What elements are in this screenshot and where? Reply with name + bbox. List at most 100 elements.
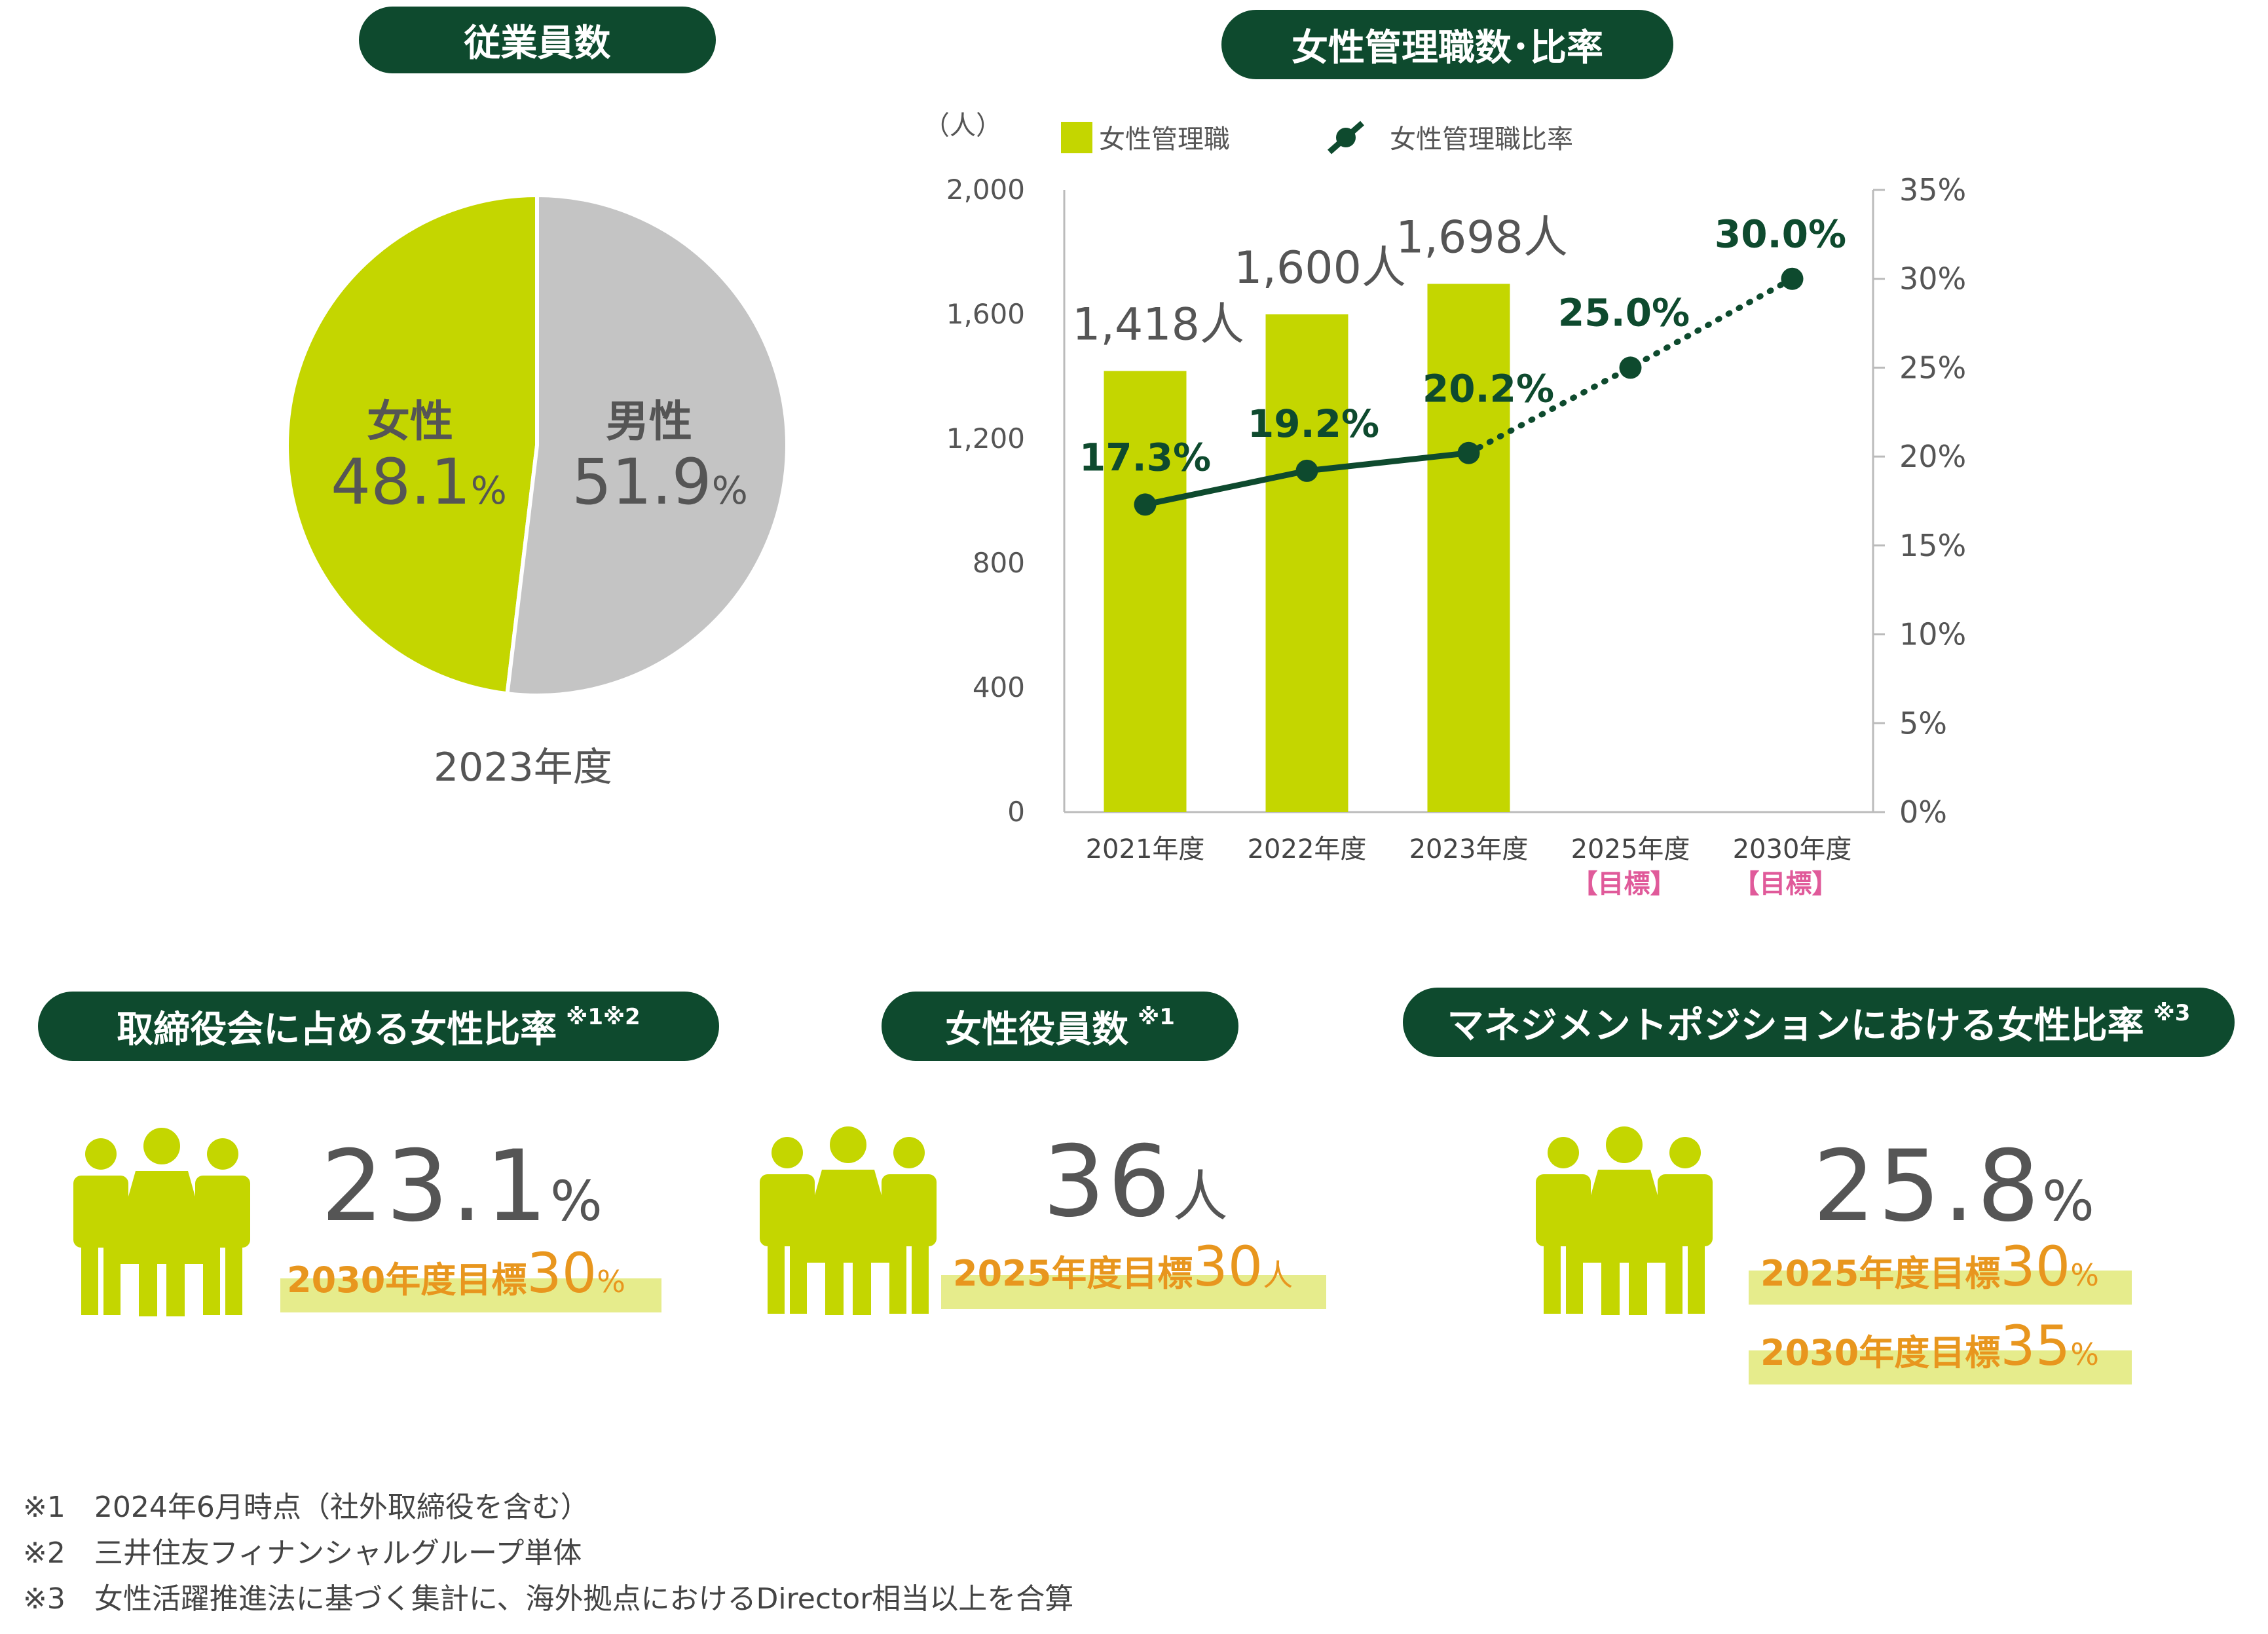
board-unit: %	[549, 1169, 605, 1233]
y2-tick-label: 20%	[1899, 439, 1966, 474]
management-goal1-unit: %	[2070, 1257, 2099, 1293]
bar-data-label: 1,418人	[1072, 299, 1244, 350]
ratio-data-label: 25.0%	[1558, 290, 1690, 335]
officers-title-text: 女性役員数	[945, 1008, 1129, 1051]
officers-goal-highlight	[941, 1275, 1326, 1309]
management-note-mark: ※3	[2153, 1000, 2191, 1026]
management-goal2-label: 2030年度目標	[1760, 1332, 2001, 1373]
officers-number: 36	[1043, 1125, 1173, 1239]
x-tick-label: 2021年度	[1086, 834, 1205, 864]
managers-combo-chart: （人） 女性管理職 女性管理職比率 0 400 800 1,200 1,600 2,000…	[923, 111, 1967, 899]
people-icon-management	[1536, 1126, 1713, 1315]
y-tick-label: 0	[1007, 796, 1025, 828]
pie-male-unit: %	[711, 468, 748, 513]
management-goal1: 2025年度目標30%	[1760, 1235, 2099, 1299]
x-tick-target-label: 【目標】	[1734, 869, 1838, 899]
pie-female-unit: %	[470, 468, 507, 513]
management-unit: %	[2041, 1169, 2097, 1233]
board-note-mark: ※1※2	[566, 1004, 641, 1030]
pie-male-value: 51.9%	[572, 445, 748, 519]
bar-female-managers	[1265, 314, 1348, 812]
y-tick-label: 1,600	[946, 298, 1025, 330]
footnote-2: ※2 三井住友フィナンシャルグループ単体	[23, 1536, 582, 1570]
board-value: 23.1%	[321, 1130, 605, 1244]
pie-female-value: 48.1%	[331, 445, 507, 519]
y-tick-label: 400	[973, 671, 1025, 703]
employees-year-label: 2023年度	[434, 745, 612, 790]
management-number: 25.8	[1813, 1130, 2042, 1244]
people-icon-officers	[760, 1126, 937, 1315]
management-value: 25.8%	[1813, 1130, 2097, 1244]
employees-title-text: 従業員数	[464, 22, 611, 65]
officers-goal: 2025年度目標30人	[953, 1235, 1293, 1299]
combo-marks: 0 400 800 1,200 1,600 2,000 0% 5% 10% 15% 20% 25% 30…	[946, 172, 1967, 899]
pie-slice-male	[505, 193, 789, 697]
officers-value: 36人	[1043, 1125, 1231, 1239]
pie-male-label: 男性	[606, 396, 692, 447]
ratio-point	[1134, 493, 1157, 516]
board-number: 23.1	[321, 1130, 550, 1244]
bar-data-label: 1,698人	[1396, 212, 1568, 263]
bar-female-managers	[1104, 371, 1187, 812]
y-tick-label: 800	[973, 547, 1025, 579]
legend-line-marker	[1336, 128, 1356, 147]
officers-goal-number: 30	[1193, 1235, 1263, 1299]
management-title: マネジメントポジションにおける女性比率 ※3	[1403, 988, 2235, 1057]
x-tick-label: 2030年度	[1733, 834, 1852, 864]
ratio-data-label: 20.2%	[1422, 367, 1554, 411]
board-title-text: 取締役会に占める女性比率	[117, 1008, 557, 1051]
y2-tick-label: 25%	[1899, 350, 1966, 385]
management-goal2-number: 35	[2000, 1314, 2071, 1378]
legend-bar-swatch	[1061, 122, 1092, 153]
management-goal2-highlight	[1749, 1350, 2132, 1384]
people-icon-board	[73, 1128, 250, 1316]
officers-goal-unit: 人	[1263, 1257, 1293, 1293]
pie-slice-female	[285, 193, 539, 696]
ratio-point	[1295, 459, 1318, 482]
x-tick-target-label: 【目標】	[1572, 869, 1677, 899]
pie-male-number: 51.9	[572, 445, 712, 519]
y2-tick-label: 15%	[1899, 528, 1966, 563]
ratio-data-label: 17.3%	[1079, 435, 1211, 479]
management-goal2: 2030年度目標35%	[1760, 1314, 2099, 1378]
board-goal-number: 30	[527, 1241, 597, 1305]
y-tick-label: 2,000	[946, 174, 1025, 206]
ratio-point	[1781, 267, 1804, 290]
x-tick-label: 2023年度	[1409, 834, 1529, 864]
ratio-data-label: 19.2%	[1248, 401, 1379, 446]
x-tick-label: 2025年度	[1571, 834, 1690, 864]
management-goal2-unit: %	[2070, 1337, 2099, 1372]
management-goal1-number: 30	[2000, 1235, 2071, 1299]
employees-pie-chart	[285, 193, 789, 697]
ratio-point	[1457, 441, 1480, 464]
management-goal1-label: 2025年度目標	[1760, 1253, 2001, 1294]
y2-tick-label: 30%	[1899, 261, 1966, 297]
officers-note-mark: ※1	[1138, 1004, 1175, 1030]
left-axis-unit: （人）	[923, 111, 1002, 141]
y2-tick-label: 0%	[1899, 794, 1947, 830]
officers-title: 女性役員数 ※1	[882, 992, 1238, 1061]
y2-tick-label: 5%	[1899, 705, 1947, 741]
pie-female-label: 女性	[367, 396, 453, 447]
officers-goal-label: 2025年度目標	[953, 1253, 1193, 1294]
board-goal: 2030年度目標30%	[287, 1241, 625, 1305]
y2-tick-label: 10%	[1899, 617, 1966, 652]
board-goal-highlight	[280, 1278, 661, 1312]
board-goal-label: 2030年度目標	[287, 1259, 527, 1301]
pie-female-number: 48.1	[331, 445, 471, 519]
x-tick-label: 2022年度	[1248, 834, 1367, 864]
ratio-point	[1619, 356, 1642, 379]
legend-bar-label: 女性管理職	[1099, 124, 1230, 155]
ratio-line-target	[1466, 276, 1795, 456]
officers-unit: 人	[1172, 1164, 1231, 1229]
legend-line-label: 女性管理職比率	[1390, 124, 1573, 155]
managers-title: 女性管理職数･比率	[1221, 10, 1673, 79]
y2-tick-label: 35%	[1899, 172, 1966, 208]
employees-title: 従業員数	[359, 7, 716, 73]
footnote-1: ※1 2024年6月時点（社外取締役を含む）	[23, 1491, 589, 1524]
managers-title-text: 女性管理職数･比率	[1292, 26, 1603, 69]
management-goal1-highlight	[1749, 1271, 2132, 1305]
bar-female-managers	[1427, 284, 1510, 812]
board-goal-unit: %	[597, 1264, 625, 1299]
management-title-text: マネジメントポジションにおける女性比率	[1447, 1004, 2144, 1047]
